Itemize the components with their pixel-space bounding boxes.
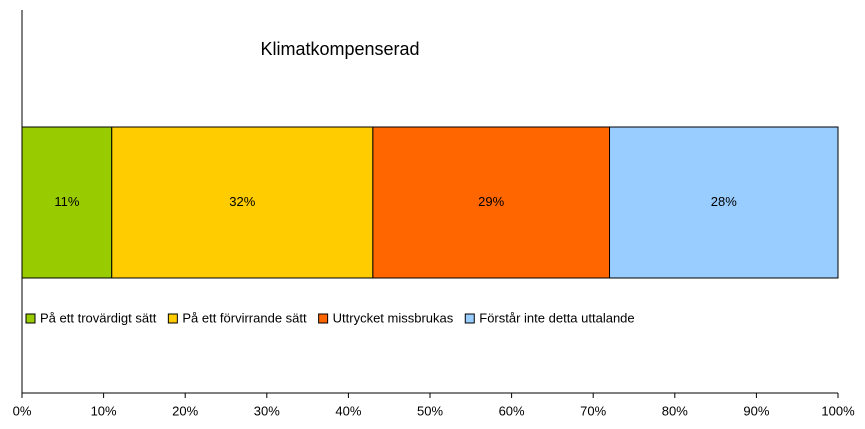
- legend-label: På ett förvirrande sätt: [182, 310, 307, 325]
- bar-segment: [21, 126, 113, 279]
- x-tick-label: 100%: [821, 403, 855, 418]
- x-tick-label: 20%: [172, 403, 198, 418]
- legend-swatch: [464, 313, 475, 324]
- chart-title: Klimatkompenserad: [260, 39, 419, 59]
- x-tick-label: 80%: [662, 403, 688, 418]
- legend-swatch: [25, 313, 36, 324]
- legend-label: På ett trovärdigt sätt: [40, 310, 157, 325]
- bar-segment: [111, 126, 374, 279]
- x-tick-label: 40%: [335, 403, 361, 418]
- legend-swatch: [318, 313, 329, 324]
- x-tick-label: 50%: [417, 403, 443, 418]
- x-tick-label: 90%: [743, 403, 769, 418]
- x-tick-label: 30%: [254, 403, 280, 418]
- bar-segment: [372, 126, 611, 279]
- x-tick-label: 60%: [499, 403, 525, 418]
- legend-label: Förstår inte detta uttalande: [479, 310, 634, 325]
- x-tick-label: 0%: [13, 403, 32, 418]
- data-label: 11%: [54, 194, 79, 209]
- x-tick-label: 10%: [91, 403, 117, 418]
- data-label: 29%: [478, 194, 504, 209]
- data-label: 28%: [711, 194, 737, 209]
- data-label: 32%: [229, 194, 255, 209]
- legend-swatch: [167, 313, 178, 324]
- x-tick-label: 70%: [580, 403, 606, 418]
- legend-label: Uttrycket missbrukas: [333, 310, 454, 325]
- bar-segment: [609, 126, 839, 279]
